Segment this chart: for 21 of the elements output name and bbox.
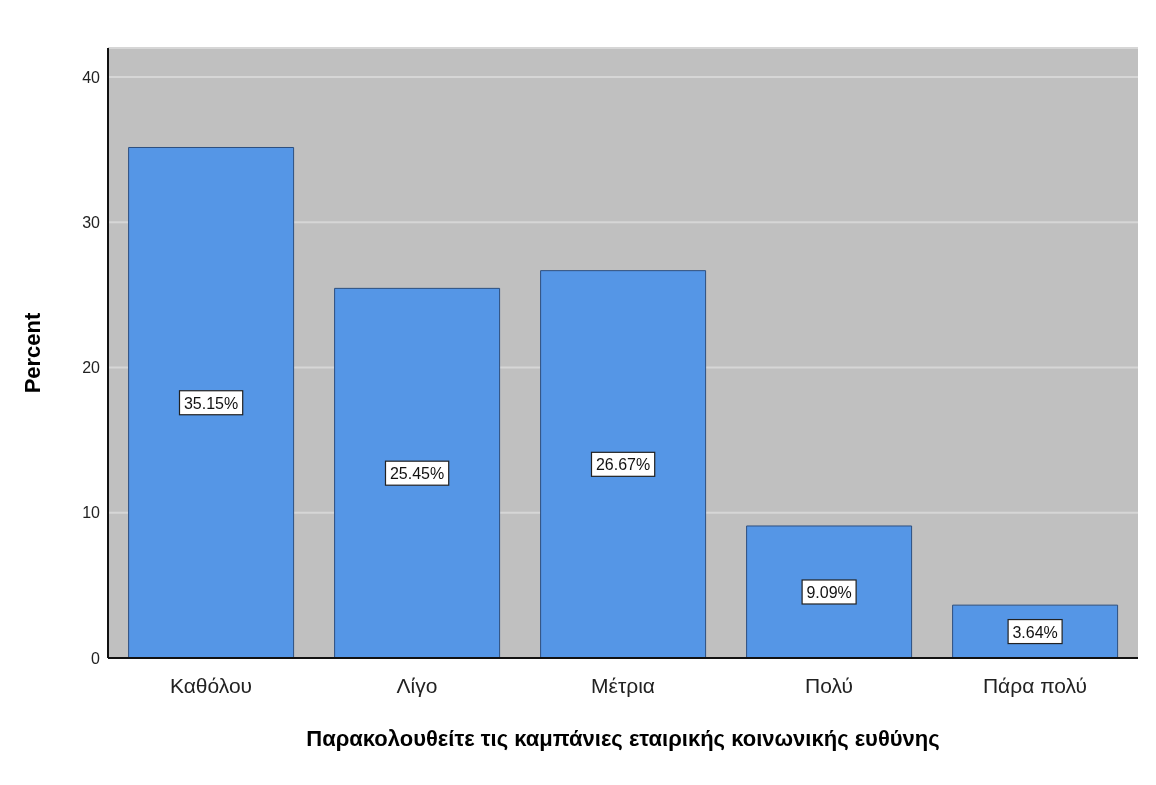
- data-label: 26.67%: [595, 456, 651, 474]
- y-tick-label: 30: [82, 213, 101, 231]
- x-tick-label: Πάρα πολύ: [982, 673, 1088, 697]
- x-tick-label: Πολύ: [805, 673, 853, 697]
- bar: [746, 525, 913, 658]
- x-tick-label: Μέτρια: [591, 673, 655, 697]
- y-tick-label: 40: [82, 68, 101, 86]
- y-tick-label: 10: [82, 504, 101, 522]
- data-label: 35.15%: [183, 394, 239, 412]
- y-tick-label: 20: [82, 359, 101, 377]
- x-tick-label: Λίγο: [396, 673, 438, 697]
- bar: [334, 287, 501, 658]
- data-label: 9.09%: [806, 583, 852, 601]
- bar: [128, 146, 295, 658]
- y-tick-label: 0: [91, 649, 101, 667]
- y-axis-title: Percent: [19, 311, 45, 394]
- x-tick-label: Καθόλου: [169, 673, 253, 697]
- x-axis-title: Παρακολουθείτε τις καμπάνιες εταιρικής κοινωνικής ευθύνης: [306, 726, 940, 751]
- bar: [540, 270, 707, 658]
- data-label: 3.64%: [1012, 623, 1058, 641]
- data-label: 25.45%: [389, 465, 445, 483]
